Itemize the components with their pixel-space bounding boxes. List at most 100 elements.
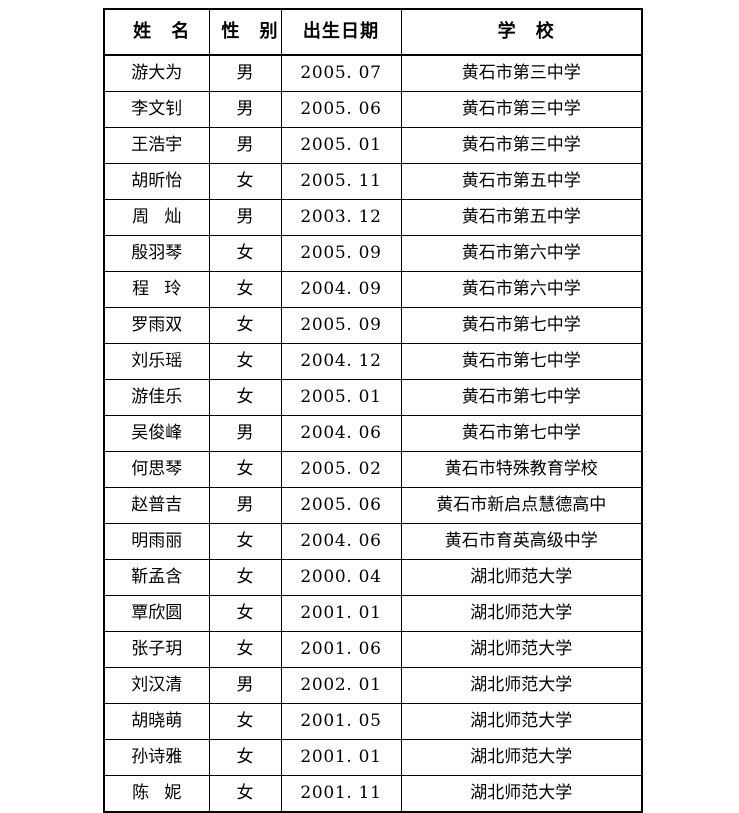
table-row: 靳孟含女 2000. 04 湖北师范大学 <box>103 559 643 596</box>
cell-name: 明雨丽 <box>103 523 210 560</box>
cell-gender: 女 <box>208 343 282 380</box>
cell-date-of-birth: 2001. 01 <box>280 739 402 776</box>
cell-name: 李文钊 <box>103 91 210 128</box>
cell-date-of-birth: 2005. 11 <box>280 163 402 200</box>
table-header: 姓 名 性 别 出生日期 学 校 <box>103 8 643 56</box>
cell-date-of-birth: 2005. 06 <box>280 487 402 524</box>
table-row: 张子玥女 2001. 06 湖北师范大学 <box>103 631 643 668</box>
cell-name: 殷羽琴 <box>103 235 210 272</box>
cell-gender: 男 <box>208 127 282 164</box>
table-row: 何思琴女 2005. 02 黄石市特殊教育学校 <box>103 451 643 488</box>
cell-gender: 男 <box>208 487 282 524</box>
cell-name: 王浩宇 <box>103 127 210 164</box>
cell-school: 湖北师范大学 <box>400 775 643 813</box>
cell-date-of-birth: 2005. 06 <box>280 91 402 128</box>
cell-date-of-birth: 2002. 01 <box>280 667 402 704</box>
cell-school: 黄石市第七中学 <box>400 307 643 344</box>
cell-date-of-birth: 2001. 01 <box>280 595 402 632</box>
cell-school: 黄石市第六中学 <box>400 271 643 308</box>
cell-name: 胡晓萌 <box>103 703 210 740</box>
cell-school: 黄石市新启点慧德高中 <box>400 487 643 524</box>
cell-date-of-birth: 2005. 02 <box>280 451 402 488</box>
cell-gender: 女 <box>208 559 282 596</box>
cell-name: 孙诗雅 <box>103 739 210 776</box>
table-row: 赵普吉男 2005. 06 黄石市新启点慧德高中 <box>103 487 643 524</box>
cell-school: 黄石市第五中学 <box>400 163 643 200</box>
cell-date-of-birth: 2004. 06 <box>280 523 402 560</box>
cell-name: 程玲 <box>103 271 210 308</box>
table-row: 游大为男 2005. 07 黄石市第三中学 <box>103 54 643 92</box>
cell-gender: 女 <box>208 451 282 488</box>
cell-date-of-birth: 2005. 09 <box>280 307 402 344</box>
cell-school: 湖北师范大学 <box>400 739 643 776</box>
cell-gender: 男 <box>208 91 282 128</box>
column-header-gender: 性 别 <box>208 8 282 56</box>
table-row: 刘乐瑶女 2004. 12 黄石市第七中学 <box>103 343 643 380</box>
cell-gender: 女 <box>208 379 282 416</box>
table-row: 李文钊男 2005. 06 黄石市第三中学 <box>103 91 643 128</box>
cell-gender: 男 <box>208 415 282 452</box>
column-header-name: 姓 名 <box>103 8 210 56</box>
cell-school: 湖北师范大学 <box>400 595 643 632</box>
cell-gender: 男 <box>208 54 282 92</box>
cell-gender: 女 <box>208 271 282 308</box>
table-row: 程玲女 2004. 09 黄石市第六中学 <box>103 271 643 308</box>
cell-school: 湖北师范大学 <box>400 559 643 596</box>
table-header-row: 姓 名 性 别 出生日期 学 校 <box>103 8 643 56</box>
cell-name: 赵普吉 <box>103 487 210 524</box>
cell-name: 周灿 <box>103 199 210 236</box>
cell-date-of-birth: 2003. 12 <box>280 199 402 236</box>
cell-name: 吴俊峰 <box>103 415 210 452</box>
cell-school: 黄石市第三中学 <box>400 91 643 128</box>
table-body: 游大为男 2005. 07 黄石市第三中学 李文钊男 2005. 06 黄石市第三中学 王浩… <box>103 54 643 813</box>
cell-name: 陈妮 <box>103 775 210 813</box>
table-row: 刘汉清男 2002. 01 湖北师范大学 <box>103 667 643 704</box>
table-row: 胡晓萌女 2001. 05 湖北师范大学 <box>103 703 643 740</box>
cell-gender: 女 <box>208 235 282 272</box>
cell-gender: 女 <box>208 307 282 344</box>
cell-school: 黄石市第七中学 <box>400 415 643 452</box>
cell-date-of-birth: 2004. 09 <box>280 271 402 308</box>
cell-school: 黄石市第七中学 <box>400 379 643 416</box>
cell-gender: 女 <box>208 739 282 776</box>
cell-gender: 女 <box>208 775 282 813</box>
table-row: 明雨丽女 2004. 06 黄石市育英高级中学 <box>103 523 643 560</box>
cell-name: 靳孟含 <box>103 559 210 596</box>
table-row: 孙诗雅女 2001. 01 湖北师范大学 <box>103 739 643 776</box>
table-row: 陈妮女 2001. 11 湖北师范大学 <box>103 775 643 813</box>
student-roster-table: 姓 名 性 别 出生日期 学 校 游大为男 2005. 07 黄石市第三中学 李文钊男… <box>103 8 643 813</box>
table-row: 罗雨双女 2005. 09 黄石市第七中学 <box>103 307 643 344</box>
table-row: 周灿男 2003. 12 黄石市第五中学 <box>103 199 643 236</box>
column-header-dob: 出生日期 <box>280 8 402 56</box>
cell-gender: 男 <box>208 199 282 236</box>
cell-date-of-birth: 2005. 01 <box>280 127 402 164</box>
column-header-school: 学 校 <box>400 8 643 56</box>
table-row: 覃欣圆女 2001. 01 湖北师范大学 <box>103 595 643 632</box>
cell-school: 湖北师范大学 <box>400 703 643 740</box>
cell-date-of-birth: 2005. 09 <box>280 235 402 272</box>
cell-date-of-birth: 2000. 04 <box>280 559 402 596</box>
cell-school: 黄石市第三中学 <box>400 54 643 92</box>
cell-date-of-birth: 2005. 01 <box>280 379 402 416</box>
cell-school: 黄石市第七中学 <box>400 343 643 380</box>
table-row: 胡昕怡女 2005. 11 黄石市第五中学 <box>103 163 643 200</box>
cell-name: 胡昕怡 <box>103 163 210 200</box>
cell-gender: 女 <box>208 631 282 668</box>
cell-date-of-birth: 2004. 12 <box>280 343 402 380</box>
cell-school: 黄石市育英高级中学 <box>400 523 643 560</box>
cell-gender: 女 <box>208 523 282 560</box>
cell-gender: 女 <box>208 163 282 200</box>
cell-gender: 女 <box>208 595 282 632</box>
cell-school: 黄石市第三中学 <box>400 127 643 164</box>
table-row: 游佳乐女 2005. 01 黄石市第七中学 <box>103 379 643 416</box>
cell-name: 刘汉清 <box>103 667 210 704</box>
cell-name: 游大为 <box>103 54 210 92</box>
cell-school: 黄石市第六中学 <box>400 235 643 272</box>
cell-date-of-birth: 2001. 11 <box>280 775 402 813</box>
cell-date-of-birth: 2004. 06 <box>280 415 402 452</box>
cell-name: 刘乐瑶 <box>103 343 210 380</box>
cell-gender: 男 <box>208 667 282 704</box>
cell-date-of-birth: 2005. 07 <box>280 54 402 92</box>
table-row: 吴俊峰男 2004. 06 黄石市第七中学 <box>103 415 643 452</box>
cell-date-of-birth: 2001. 05 <box>280 703 402 740</box>
